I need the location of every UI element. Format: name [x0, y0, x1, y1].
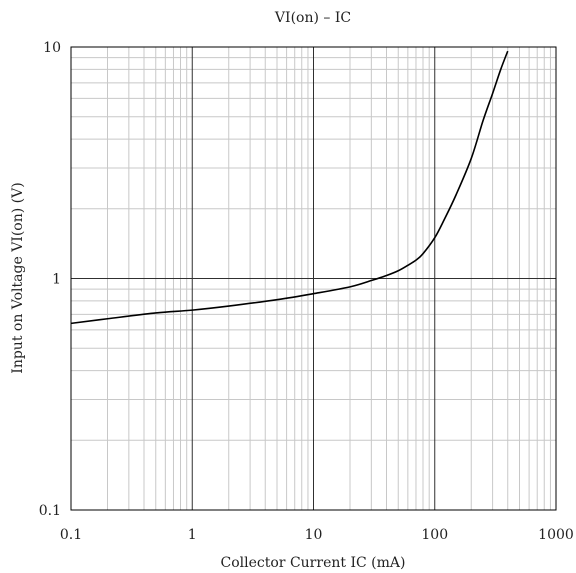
x-tick-label: 1 — [188, 527, 197, 543]
x-tick-label: 0.1 — [60, 527, 82, 543]
series-line — [70, 50, 509, 325]
y-tick-labels: 0.1 1 10 — [39, 40, 61, 519]
y-axis-label: Input on Voltage VI(on) (V) — [10, 182, 26, 373]
x-tick-label: 100 — [421, 527, 448, 543]
y-tick-label: 10 — [43, 40, 61, 56]
plot-frame — [70, 46, 557, 511]
x-tick-labels: 0.1 1 10 100 1000 — [60, 527, 574, 543]
y-tick-label: 1 — [52, 272, 61, 288]
chart-title: VI(on) – IC — [274, 10, 351, 26]
x-axis-label: Collector Current IC (mA) — [221, 555, 406, 571]
series-layer — [70, 50, 509, 325]
x-tick-label: 10 — [305, 527, 323, 543]
major-grid — [71, 47, 556, 510]
y-tick-label: 0.1 — [39, 503, 61, 519]
x-tick-label: 1000 — [538, 527, 574, 543]
